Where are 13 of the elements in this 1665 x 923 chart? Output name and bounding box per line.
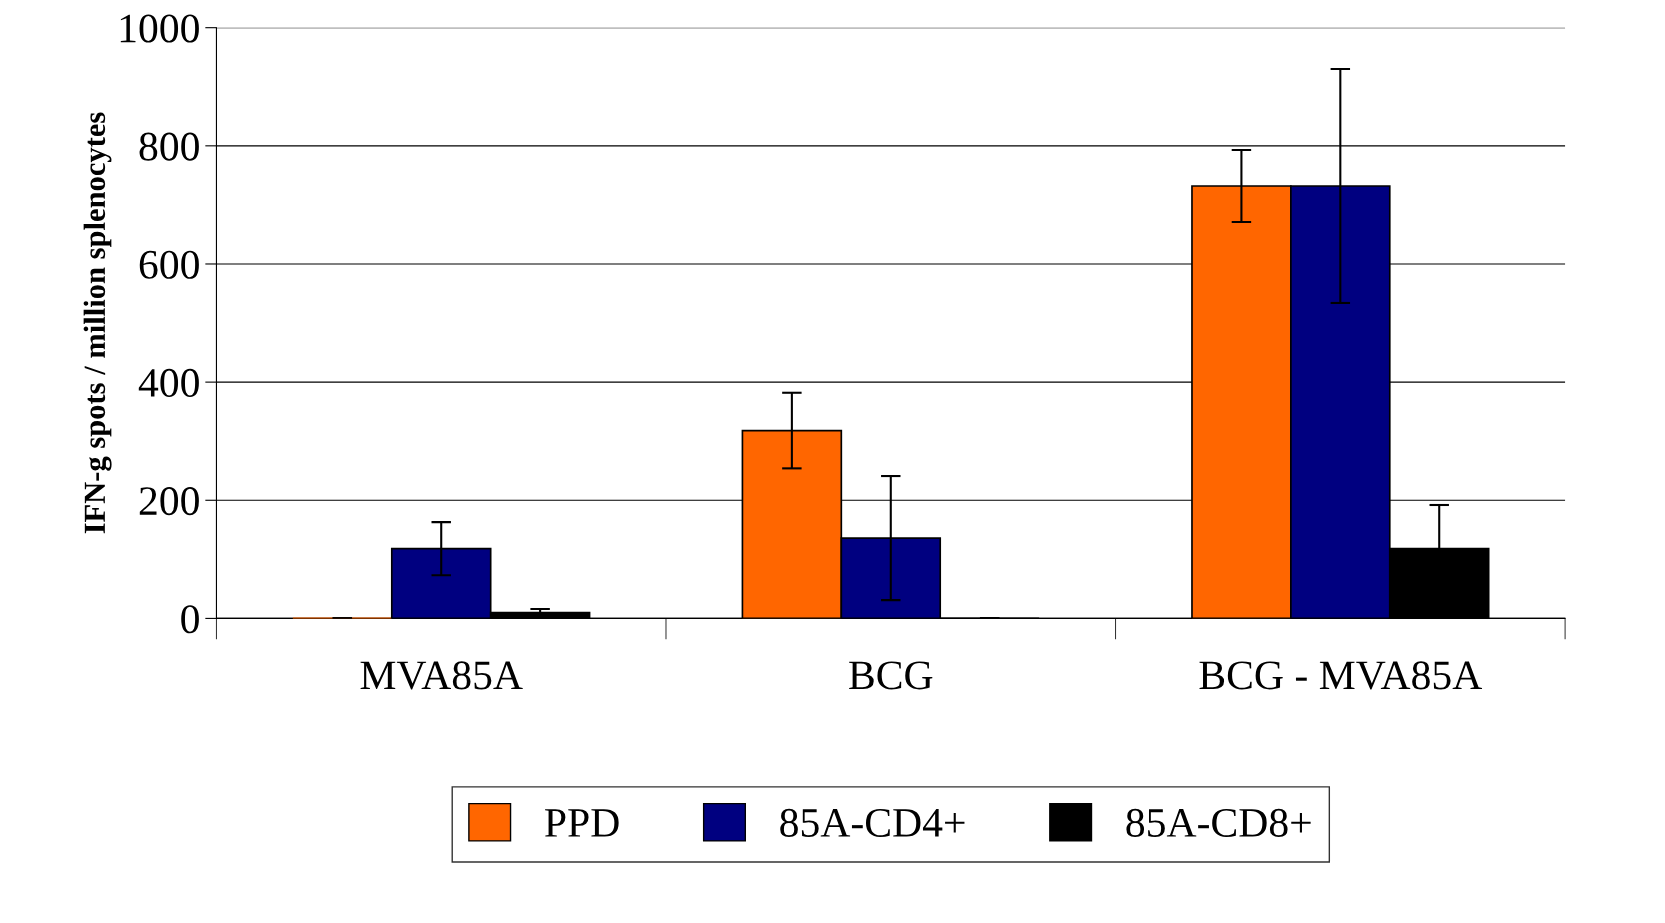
legend-label: PPD xyxy=(545,809,619,837)
y-tick-label: 800 xyxy=(139,132,199,161)
x-tick-label: BCG xyxy=(849,661,933,690)
legend-label: 85A-CD4+ xyxy=(780,808,965,837)
x-tick-label: MVA85A xyxy=(360,661,523,690)
legend-label: 85A-CD8+ xyxy=(1126,808,1311,837)
y-axis-title: IFN-g spots / million splenocytes xyxy=(83,112,112,534)
x-tick-label: BCG - MVA85A xyxy=(1199,661,1483,690)
y-tick-label: 400 xyxy=(138,368,199,397)
y-tick-label: 1000 xyxy=(120,14,199,43)
y-tick-label: 600 xyxy=(139,250,199,279)
y-tick-label: 200 xyxy=(139,487,199,516)
y-tick-label: 0 xyxy=(181,605,199,634)
